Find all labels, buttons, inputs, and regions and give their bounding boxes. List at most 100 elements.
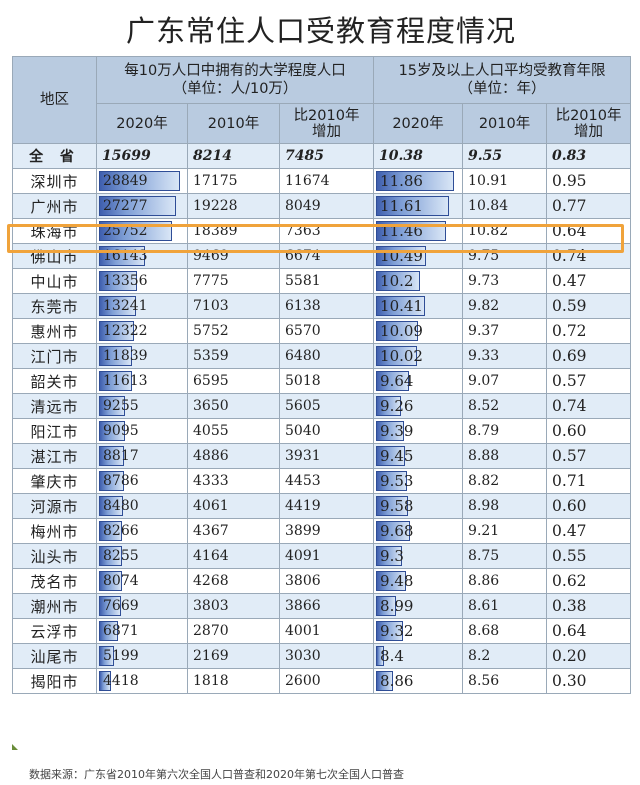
years-2020-value: 11.61: [380, 197, 423, 215]
university-2020-bar: [99, 346, 133, 366]
education-table: 地区 每10万人口中拥有的大学程度人口 （单位：人/10万） 15岁及以上人口平…: [12, 56, 632, 694]
years-group-unit: （单位：年）: [458, 81, 546, 97]
university-2020-cell: 11839: [96, 343, 188, 369]
university-2010-value: 9469: [187, 243, 280, 269]
years-2020-cell: 9.26: [373, 393, 464, 419]
university-2020-cell: 5199: [96, 643, 188, 669]
years-2020-bar: [376, 596, 396, 616]
table-row: 揭阳市 4418 1818 2600 8.86 8.56 0.30: [12, 668, 632, 694]
university-increase-value: 4453: [278, 468, 375, 494]
col-years-2010: 2010年: [462, 103, 548, 144]
university-2020-bar: [99, 321, 134, 341]
university-increase-value: 6570: [278, 318, 375, 344]
years-2020-value: 9.32: [380, 622, 414, 640]
university-increase-value: 7363: [278, 218, 375, 244]
university-2020-bar: [99, 421, 125, 441]
university-increase-value: 6480: [278, 343, 375, 369]
highlight-box: [7, 224, 624, 253]
years-2020-cell: 9.58: [373, 493, 464, 519]
years-increase-value: 0.38: [546, 593, 632, 619]
years-2010-value: 9.75: [462, 243, 548, 269]
university-2020-bar: [99, 171, 181, 191]
years-2010-value: 8.56: [462, 668, 548, 694]
university-2020-value: 25752: [103, 223, 148, 239]
years-2010-value: 8.52: [462, 393, 548, 419]
years-increase-value: 0.71: [546, 468, 632, 494]
university-2020-value: 8786: [103, 473, 139, 489]
col-university-2010: 2010年: [187, 103, 280, 144]
years-2010-value: 9.37: [462, 318, 548, 344]
years-2020-value: 9.45: [380, 447, 414, 465]
region-name: 云浮市: [12, 618, 97, 644]
university-2010-value: 7103: [187, 293, 280, 319]
university-2020-value: 4418: [103, 673, 139, 689]
region-name: 阳江市: [12, 418, 97, 444]
university-2020-bar: [99, 396, 126, 416]
university-2020-cell: 8255: [96, 543, 188, 569]
university-2010-value: 1818: [187, 668, 280, 694]
years-2010-value: 10.91: [462, 168, 548, 194]
table-row: 清远市 9255 3650 5605 9.26 8.52 0.74: [12, 393, 632, 419]
years-2010-value: 8.61: [462, 593, 548, 619]
table-row: 湛江市 8817 4886 3931 9.45 8.88 0.57: [12, 443, 632, 469]
region-name: 肇庆市: [12, 468, 97, 494]
total-university-2010: 8214: [187, 143, 280, 169]
region-name: 中山市: [12, 268, 97, 294]
years-2010-value: 10.84: [462, 193, 548, 219]
table-row: 佛山市 16143 9469 6674 10.49 9.75 0.74: [12, 243, 632, 269]
chart-title: 广东常住人口受教育程度情况: [125, 14, 516, 48]
university-increase-value: 3931: [278, 443, 375, 469]
university-increase-value: 4091: [278, 543, 375, 569]
university-2020-cell: 13241: [96, 293, 188, 319]
years-2020-bar: [376, 621, 403, 641]
university-increase-value: 5581: [278, 268, 375, 294]
years-2010-value: 9.21: [462, 518, 548, 544]
col-years-increase-line2: 增加: [574, 123, 604, 140]
table-row: 潮州市 7669 3803 3866 8.99 8.61 0.38: [12, 593, 632, 619]
table-row: 梅州市 8266 4367 3899 9.68 9.21 0.47: [12, 518, 632, 544]
university-increase-value: 2600: [278, 668, 375, 694]
table-row: 汕头市 8255 4164 4091 9.3 8.75 0.55: [12, 543, 632, 569]
region-name: 清远市: [12, 393, 97, 419]
chart-frame: 广东常住人口受教育程度情况 地区 每10万人口中拥有的大学程度人口 （单位：人/…: [12, 0, 632, 760]
university-2020-cell: 9095: [96, 418, 188, 444]
years-2010-value: 8.86: [462, 568, 548, 594]
university-2020-cell: 7669: [96, 593, 188, 619]
years-2020-bar: [376, 496, 408, 516]
university-2020-bar: [99, 571, 122, 591]
years-increase-value: 0.77: [546, 193, 632, 219]
years-increase-value: 0.60: [546, 418, 632, 444]
university-2020-value: 27277: [103, 198, 148, 214]
university-2020-value: 8817: [103, 448, 139, 464]
years-2020-bar: [376, 371, 410, 391]
university-2020-cell: 8266: [96, 518, 188, 544]
university-2020-cell: 4418: [96, 668, 188, 694]
years-2020-bar: [376, 396, 402, 416]
university-2010-value: 17175: [187, 168, 280, 194]
university-2020-value: 5199: [103, 648, 139, 664]
years-2020-bar: [376, 521, 410, 541]
university-increase-value: 5605: [278, 393, 375, 419]
years-2010-value: 8.88: [462, 443, 548, 469]
university-2020-bar: [99, 546, 123, 566]
university-2020-cell: 8817: [96, 443, 188, 469]
total-years-increase: 0.83: [546, 143, 632, 169]
university-2020-value: 11839: [103, 348, 148, 364]
years-2020-cell: 10.02: [373, 343, 464, 369]
university-group-header: 每10万人口中拥有的大学程度人口 （单位：人/10万）: [95, 56, 375, 104]
university-increase-value: 3030: [278, 643, 375, 669]
years-2020-value: 11.86: [380, 172, 423, 190]
university-2020-cell: 9255: [96, 393, 188, 419]
table-row: 韶关市 11613 6595 5018 9.64 9.07 0.57: [12, 368, 632, 394]
years-2020-cell: 8.4: [373, 643, 464, 669]
region-name: 汕尾市: [12, 643, 97, 669]
region-name: 梅州市: [12, 518, 97, 544]
total-region: 全 省: [12, 143, 97, 169]
university-increase-value: 3806: [278, 568, 375, 594]
years-2020-cell: 11.61: [373, 193, 464, 219]
years-2020-bar: [376, 171, 454, 191]
university-2010-value: 4164: [187, 543, 280, 569]
university-increase-value: 8049: [278, 193, 375, 219]
university-2020-bar: [99, 671, 112, 691]
years-2020-cell: 9.45: [373, 443, 464, 469]
